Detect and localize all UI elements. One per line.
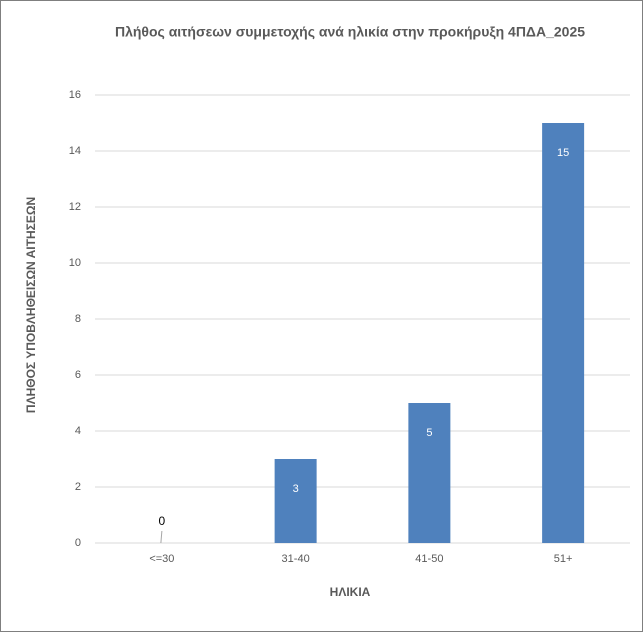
y-tick-label: 12 xyxy=(69,201,81,213)
x-tick-label: 51+ xyxy=(554,553,573,565)
y-tick-label: 2 xyxy=(75,481,81,493)
chart-title: Πλήθος αιτήσεων συμμετοχής ανά ηλικία στ… xyxy=(115,24,585,40)
y-tick-label: 16 xyxy=(69,89,81,101)
y-tick-label: 0 xyxy=(75,537,81,549)
y-axis-title: ΠΛΗΘΟΣ ΥΠΟΒΛΗΘΕΙΣΩΝ ΑΙΤΗΣΕΩΝ xyxy=(24,197,38,413)
y-tick-label: 4 xyxy=(75,425,81,437)
data-label: 0 xyxy=(159,514,166,528)
data-label: 15 xyxy=(557,147,569,159)
bar xyxy=(274,459,317,543)
x-tick-label: <=30 xyxy=(149,553,174,565)
data-label: 3 xyxy=(293,483,299,495)
x-axis-title: ΗΛΙΚΙΑ xyxy=(330,585,371,599)
y-tick-label: 6 xyxy=(75,369,81,381)
y-tick-label: 14 xyxy=(69,145,81,157)
x-tick-label: 41-50 xyxy=(415,553,443,565)
bar xyxy=(542,123,585,543)
leader-line xyxy=(160,530,163,544)
y-tick-label: 8 xyxy=(75,313,81,325)
y-tick-label: 10 xyxy=(69,257,81,269)
data-label: 5 xyxy=(426,427,432,439)
x-tick-label: 31-40 xyxy=(282,553,310,565)
bar xyxy=(408,403,451,543)
